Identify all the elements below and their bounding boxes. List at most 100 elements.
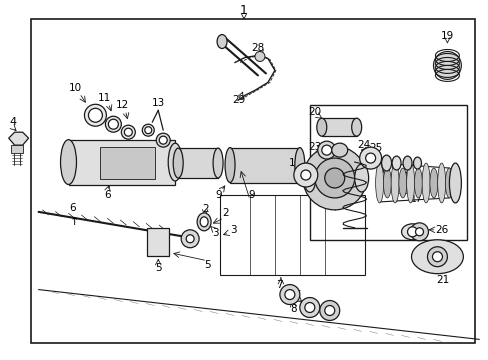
Ellipse shape [213, 148, 223, 178]
Circle shape [359, 147, 381, 169]
Ellipse shape [108, 119, 118, 129]
Text: 5: 5 [155, 263, 161, 273]
Text: 22: 22 [307, 160, 321, 170]
Ellipse shape [381, 155, 391, 171]
Text: 16: 16 [397, 188, 408, 197]
Polygon shape [9, 132, 29, 145]
Circle shape [181, 230, 199, 248]
Circle shape [302, 146, 366, 210]
Text: 1: 1 [240, 4, 247, 17]
Text: 18: 18 [288, 158, 302, 168]
Bar [147, 228, 169, 256]
Ellipse shape [168, 143, 182, 181]
Circle shape [324, 168, 344, 188]
Ellipse shape [351, 118, 361, 136]
Circle shape [285, 289, 294, 300]
Ellipse shape [217, 35, 226, 49]
Ellipse shape [448, 163, 461, 203]
Text: 25: 25 [368, 143, 382, 153]
Ellipse shape [197, 213, 211, 231]
Text: 10: 10 [69, 84, 82, 93]
Bar [309, 105, 467, 240]
Text: 28: 28 [251, 42, 264, 53]
Ellipse shape [224, 148, 235, 183]
Ellipse shape [429, 168, 437, 198]
Ellipse shape [173, 148, 183, 178]
Ellipse shape [391, 156, 400, 170]
Text: 29: 29 [232, 95, 245, 105]
Circle shape [279, 285, 299, 305]
Ellipse shape [445, 168, 452, 198]
Bar [11, 145, 22, 153]
Text: 8: 8 [290, 305, 297, 315]
Ellipse shape [413, 168, 422, 198]
Circle shape [324, 306, 334, 315]
Text: 3: 3 [229, 225, 236, 235]
Ellipse shape [398, 168, 406, 198]
Text: 5: 5 [203, 260, 210, 270]
Text: 2: 2 [223, 208, 229, 218]
Ellipse shape [105, 116, 121, 132]
Circle shape [319, 301, 339, 320]
Circle shape [432, 51, 461, 80]
Text: 27: 27 [287, 289, 301, 300]
Circle shape [427, 247, 447, 267]
Text: 26: 26 [434, 225, 447, 235]
Circle shape [304, 302, 314, 312]
Ellipse shape [88, 108, 102, 122]
Ellipse shape [303, 164, 315, 192]
Circle shape [314, 158, 354, 198]
Circle shape [186, 235, 194, 243]
Ellipse shape [316, 118, 326, 136]
Ellipse shape [406, 163, 414, 203]
Ellipse shape [294, 148, 304, 183]
Ellipse shape [200, 217, 208, 227]
Text: 6: 6 [104, 190, 110, 200]
Ellipse shape [331, 143, 347, 157]
Ellipse shape [159, 136, 167, 144]
Circle shape [317, 141, 335, 159]
Ellipse shape [421, 163, 429, 203]
Bar [178, 148, 218, 178]
Text: 13: 13 [151, 98, 164, 108]
Ellipse shape [84, 104, 106, 126]
Ellipse shape [413, 157, 421, 169]
Ellipse shape [383, 168, 390, 198]
Ellipse shape [121, 125, 135, 139]
Text: 2: 2 [202, 204, 208, 214]
Text: 24: 24 [356, 140, 369, 150]
Ellipse shape [354, 164, 368, 192]
Text: 9: 9 [215, 190, 222, 200]
Circle shape [415, 228, 423, 236]
Circle shape [431, 252, 442, 262]
Circle shape [407, 227, 417, 237]
Text: 9: 9 [248, 190, 255, 200]
Ellipse shape [61, 140, 76, 184]
Circle shape [365, 153, 375, 163]
Ellipse shape [411, 240, 463, 274]
Text: 7: 7 [276, 280, 283, 289]
Circle shape [321, 145, 331, 155]
Ellipse shape [390, 163, 398, 203]
Bar [229, 148, 299, 183]
Text: 15: 15 [384, 180, 395, 189]
Text: 21: 21 [435, 275, 448, 285]
Ellipse shape [401, 224, 423, 240]
Text: 3: 3 [211, 228, 218, 238]
Circle shape [300, 170, 310, 180]
Text: 17: 17 [410, 195, 422, 204]
Text: 19: 19 [440, 31, 453, 41]
Circle shape [410, 223, 427, 241]
Circle shape [299, 298, 319, 318]
Text: 23: 23 [307, 142, 321, 152]
Text: 14: 14 [376, 174, 387, 183]
Bar [220, 195, 364, 275]
Text: ↑: ↑ [70, 217, 79, 227]
Ellipse shape [437, 163, 445, 203]
Text: 6: 6 [69, 203, 76, 213]
Ellipse shape [402, 156, 411, 170]
Text: 11: 11 [98, 93, 111, 103]
Ellipse shape [124, 128, 132, 136]
Text: 20: 20 [307, 107, 321, 117]
Bar [321, 118, 356, 136]
